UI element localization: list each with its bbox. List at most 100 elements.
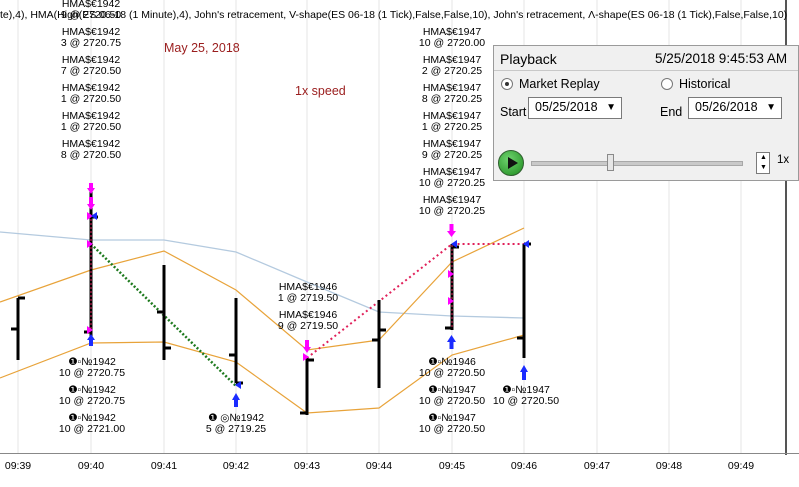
time-axis-line bbox=[0, 453, 799, 454]
annotation-line: 10 @ 2720.25 bbox=[418, 205, 486, 217]
blue-left-tri-0946 bbox=[523, 240, 529, 248]
annotation-line: ❶▫№1947 bbox=[428, 384, 476, 396]
playback-title-divider bbox=[494, 70, 798, 71]
annotation-line: HMA$€1942 bbox=[61, 0, 121, 10]
magenta-right-tri-0945a bbox=[448, 270, 454, 278]
annotation-line: 10 @ 2720.00 bbox=[418, 37, 486, 49]
time-tick-label: 09:48 bbox=[655, 460, 683, 472]
annotation-line: ❶▫№1942 bbox=[68, 384, 116, 396]
annotation-line: 9 @ 2720.50 bbox=[60, 9, 122, 21]
annotation-line: 10 @ 2720.75 bbox=[58, 367, 126, 379]
time-tick-label: 09:42 bbox=[222, 460, 250, 472]
magenta-right-tri-0940c bbox=[87, 326, 93, 334]
annotation-line: HMA$€1942 bbox=[61, 26, 121, 38]
hma-lower-line bbox=[0, 334, 525, 414]
annotation-line: HMA$€1947 bbox=[422, 26, 482, 38]
spinner-down-icon[interactable]: ▼ bbox=[760, 164, 767, 171]
annotation-line: ❶▫№1947 bbox=[502, 384, 550, 396]
radio-unchecked-icon[interactable] bbox=[661, 78, 673, 90]
annotation-line: HMA$€1942 bbox=[61, 110, 121, 122]
market-replay-option[interactable]: Market Replay bbox=[519, 77, 600, 91]
magenta-right-tri-0943 bbox=[303, 353, 309, 361]
time-tick-label: 09:40 bbox=[77, 460, 105, 472]
time-tick-label: 09:43 bbox=[293, 460, 321, 472]
annotation-line: 10 @ 2720.75 bbox=[58, 395, 126, 407]
blue-up-arrow-0945 bbox=[447, 335, 456, 349]
magenta-right-tri-0945b bbox=[448, 297, 454, 305]
price-bar-0942 bbox=[229, 298, 243, 385]
start-date-select[interactable]: 05/25/2018 ▼ bbox=[528, 97, 622, 119]
end-date-select[interactable]: 05/26/2018 ▼ bbox=[688, 97, 782, 119]
annotation-line: HMA$€1946 bbox=[278, 309, 338, 321]
price-bar-0944 bbox=[372, 300, 386, 388]
historical-option[interactable]: Historical bbox=[679, 77, 731, 91]
annotation-line: 10 @ 2720.50 bbox=[418, 367, 486, 379]
annotation-line: HMA$€1947 bbox=[422, 54, 482, 66]
chevron-down-icon[interactable]: ▼ bbox=[606, 102, 616, 113]
time-tick-label: 09:44 bbox=[365, 460, 393, 472]
annotation-stack-0946-bottom: ❶▫№1947 10 @ 2720.50 bbox=[490, 385, 562, 407]
spinner-up-icon[interactable]: ▲ bbox=[760, 154, 767, 161]
radio-checked-icon[interactable] bbox=[501, 78, 513, 90]
time-tick-label: 09:45 bbox=[438, 460, 466, 472]
price-bar-0946 bbox=[517, 242, 531, 358]
blue-left-tri-0942 bbox=[235, 381, 241, 389]
indicator-header: te),4), HMA(High(ES 06-18 (1 Minute),4),… bbox=[0, 9, 788, 21]
speed-value: 1x bbox=[777, 154, 790, 166]
annotation-line: ❶ ◎№1942 bbox=[207, 412, 265, 424]
annotation-line: 10 @ 2721.00 bbox=[58, 423, 126, 435]
chevron-down-icon[interactable]: ▼ bbox=[766, 102, 776, 113]
annotation-line: 5 @ 2719.25 bbox=[205, 423, 267, 435]
annotation-line: HMA$€1947 bbox=[422, 138, 482, 150]
time-tick-label: 09:49 bbox=[727, 460, 755, 472]
playback-panel: Playback 5/25/2018 9:45:53 AM Market Rep… bbox=[493, 45, 799, 181]
red-vshape-line bbox=[306, 243, 524, 359]
magenta-down-arrow-0943 bbox=[303, 340, 311, 353]
annotation-line: 9 @ 2720.25 bbox=[421, 149, 483, 161]
blue-up-arrow-0942 bbox=[232, 393, 240, 407]
slider-thumb[interactable] bbox=[607, 154, 614, 171]
annotation-stack-0943-top: HMA$€1946 1 @ 2719.50 HMA$€1946 9 @ 2719… bbox=[273, 282, 343, 332]
blue-left-tri-0945 bbox=[451, 240, 457, 248]
price-bar-0941 bbox=[157, 265, 171, 360]
end-label: End bbox=[660, 105, 683, 119]
price-bar-0943 bbox=[300, 358, 314, 415]
magenta-right-tri-0940a bbox=[87, 212, 93, 220]
blue-up-arrow-0946 bbox=[520, 365, 528, 380]
time-tick-label: 09:46 bbox=[510, 460, 538, 472]
annotation-line: 8 @ 2720.25 bbox=[421, 93, 483, 105]
annotation-line: 10 @ 2720.50 bbox=[492, 395, 560, 407]
annotation-line: HMA$€1947 bbox=[422, 166, 482, 178]
start-date-value: 05/25/2018 bbox=[535, 100, 598, 114]
annotation-line: 8 @ 2720.50 bbox=[60, 149, 122, 161]
hma-upper-line bbox=[0, 227, 525, 351]
annotation-stack-0945-bottom: ❶▫№1946 10 @ 2720.50 ❶▫№1947 10 @ 2720.5… bbox=[416, 357, 488, 435]
annotation-line: 2 @ 2720.25 bbox=[421, 65, 483, 77]
annotation-line: 10 @ 2720.25 bbox=[418, 177, 486, 189]
playback-title: Playback bbox=[500, 51, 557, 67]
annotation-line: 3 @ 2720.75 bbox=[60, 37, 122, 49]
chart-right-scale-edge bbox=[785, 0, 787, 455]
blue-up-arrow-0940 bbox=[87, 334, 95, 346]
playback-position-slider[interactable] bbox=[531, 161, 743, 166]
speed-spinner[interactable]: ▲ ▼ bbox=[756, 152, 770, 174]
smoothed-average-line bbox=[0, 231, 525, 319]
magenta-down-arrow-0945 bbox=[447, 224, 456, 237]
magenta-right-tri-0940b bbox=[87, 240, 93, 248]
time-tick-label: 09:47 bbox=[583, 460, 611, 472]
annotation-line: HMA$€1947 bbox=[422, 82, 482, 94]
magenta-down-arrow-0940a bbox=[87, 183, 95, 194]
play-button[interactable] bbox=[498, 150, 524, 176]
price-bar-0939 bbox=[11, 296, 25, 360]
annotation-line: HMA$€1946 bbox=[278, 281, 338, 293]
annotation-line: 1 @ 2720.50 bbox=[60, 121, 122, 133]
annotation-line: HMA$€1942 bbox=[61, 138, 121, 150]
annotation-line: 10 @ 2720.50 bbox=[418, 395, 486, 407]
annotation-line: 1 @ 2720.25 bbox=[421, 121, 483, 133]
annotation-stack-0942-bottom: ❶ ◎№1942 5 @ 2719.25 bbox=[200, 413, 272, 435]
annotation-line: 9 @ 2719.50 bbox=[277, 320, 339, 332]
time-tick-label: 09:41 bbox=[150, 460, 178, 472]
start-label: Start bbox=[500, 105, 527, 119]
magenta-sell-markers bbox=[87, 183, 456, 361]
annotation-line: ❶▫№1942 bbox=[68, 356, 116, 368]
